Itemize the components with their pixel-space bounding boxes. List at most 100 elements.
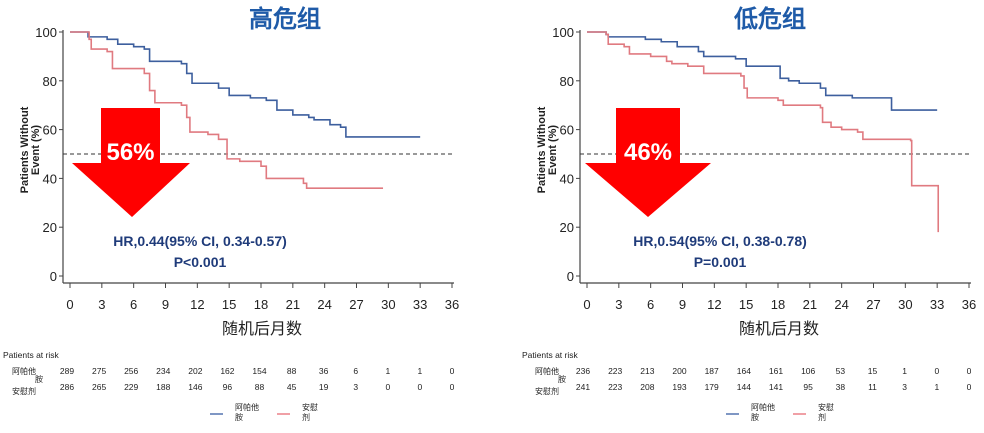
risk-cell: 38 [836, 382, 846, 392]
risk-cell: 164 [737, 366, 751, 376]
risk-reduction-label: 56% [106, 139, 154, 166]
risk-table-heading: Patients at risk [3, 350, 59, 360]
risk-cell: 0 [934, 366, 939, 376]
x-tick-label: 30 [898, 297, 912, 312]
risk-cell: 106 [801, 366, 815, 376]
risk-cell: 0 [418, 382, 423, 392]
risk-row-label: 胺 [558, 374, 566, 384]
x-tick-label: 24 [317, 297, 331, 312]
risk-cell: 1 [902, 366, 907, 376]
x-tick-label: 18 [771, 297, 785, 312]
x-tick-label: 6 [130, 297, 137, 312]
x-tick-label: 30 [381, 297, 395, 312]
chart-title: 高危组 [249, 5, 321, 33]
risk-cell: 36 [319, 366, 329, 376]
y-axis-label: Patients Without Event (%) [19, 106, 42, 193]
risk-cell: 229 [124, 382, 138, 392]
risk-cell: 162 [220, 366, 234, 376]
hazard-ratio-text: HR,0.54(95% CI, 0.38-0.78) [633, 233, 807, 249]
x-tick-label: 9 [679, 297, 686, 312]
risk-cell: 286 [60, 382, 74, 392]
legend-label: 安慰 [302, 402, 318, 412]
risk-row-label: 安慰剂 [12, 386, 36, 396]
risk-cell: 202 [188, 366, 202, 376]
y-axis-label-line: Patients Without [536, 106, 548, 193]
placebo-curve [70, 31, 384, 189]
risk-cell: 88 [287, 366, 297, 376]
y-tick-label: 60 [43, 123, 57, 138]
risk-cell: 6 [353, 366, 358, 376]
x-tick-label: 36 [445, 297, 459, 312]
risk-cell: 236 [576, 366, 590, 376]
risk-cell: 53 [836, 366, 846, 376]
x-tick-label: 24 [834, 297, 848, 312]
risk-cell: 265 [92, 382, 106, 392]
risk-cell: 289 [60, 366, 74, 376]
x-tick-label: 12 [707, 297, 721, 312]
x-tick-label: 18 [254, 297, 268, 312]
legend-label: 阿帕他 [751, 402, 775, 412]
risk-cell: 223 [608, 366, 622, 376]
risk-cell: 3 [353, 382, 358, 392]
risk-cell: 241 [576, 382, 590, 392]
y-tick-label: 40 [560, 171, 574, 186]
risk-cell: 200 [672, 366, 686, 376]
p-value-text: P=0.001 [694, 254, 747, 270]
risk-cell: 161 [769, 366, 783, 376]
y-tick-label: 100 [552, 25, 574, 40]
risk-cell: 19 [319, 382, 329, 392]
y-tick-label: 20 [560, 220, 574, 235]
risk-cell: 188 [156, 382, 170, 392]
risk-cell: 15 [868, 366, 878, 376]
x-tick-label: 12 [190, 297, 204, 312]
legend-label: 胺 [751, 412, 759, 422]
y-tick-label: 20 [43, 220, 57, 235]
risk-cell: 0 [967, 382, 972, 392]
x-tick-label: 21 [286, 297, 300, 312]
y-tick-label: 100 [35, 25, 57, 40]
risk-cell: 3 [902, 382, 907, 392]
risk-cell: 88 [255, 382, 265, 392]
risk-cell: 154 [252, 366, 266, 376]
x-tick-label: 15 [222, 297, 236, 312]
x-tick-label: 27 [866, 297, 880, 312]
risk-cell: 208 [640, 382, 654, 392]
risk-cell: 45 [287, 382, 297, 392]
risk-cell: 193 [672, 382, 686, 392]
y-axis-label: Patients Without Event (%) [536, 106, 559, 193]
y-tick-label: 0 [50, 269, 57, 284]
risk-row-label: 阿帕他 [12, 366, 36, 376]
legend-label: 胺 [235, 412, 243, 422]
risk-cell: 1 [934, 382, 939, 392]
risk-table-heading: Patients at risk [522, 350, 578, 360]
x-tick-label: 9 [162, 297, 169, 312]
legend-label: 剂 [818, 412, 826, 422]
x-tick-label: 36 [962, 297, 976, 312]
risk-cell: 179 [705, 382, 719, 392]
risk-cell: 146 [188, 382, 202, 392]
y-axis-label-line: Event (%) [30, 125, 42, 175]
risk-cell: 187 [705, 366, 719, 376]
y-tick-label: 80 [43, 74, 57, 89]
risk-cell: 96 [223, 382, 233, 392]
risk-cell: 275 [92, 366, 106, 376]
y-axis-label-line: Patients Without [19, 106, 31, 193]
risk-row-label: 胺 [35, 374, 43, 384]
hazard-ratio-text: HR,0.44(95% CI, 0.34-0.57) [113, 233, 287, 249]
risk-reduction-arrow [585, 108, 711, 217]
x-tick-label: 0 [583, 297, 590, 312]
risk-cell: 0 [450, 382, 455, 392]
risk-cell: 144 [737, 382, 751, 392]
x-tick-label: 0 [66, 297, 73, 312]
risk-cell: 234 [156, 366, 170, 376]
x-tick-label: 21 [803, 297, 817, 312]
x-tick-label: 3 [98, 297, 105, 312]
x-tick-label: 6 [647, 297, 654, 312]
x-tick-label: 15 [739, 297, 753, 312]
x-tick-label: 27 [349, 297, 363, 312]
risk-row-label: 安慰剂 [535, 386, 559, 396]
legend-label: 剂 [302, 412, 310, 422]
risk-cell: 0 [967, 366, 972, 376]
